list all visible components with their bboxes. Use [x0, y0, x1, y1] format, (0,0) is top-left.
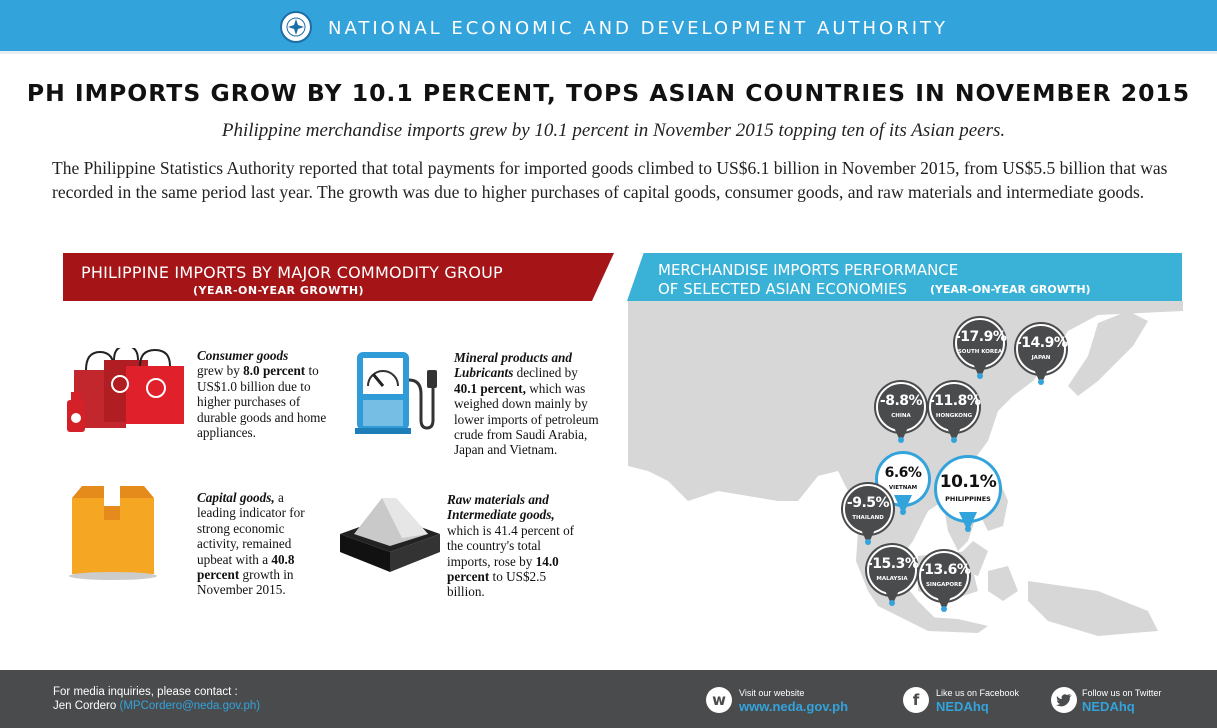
marker-dot — [941, 606, 947, 612]
marker-value: -11.8% — [929, 393, 981, 409]
marker-dot — [965, 526, 971, 532]
asia-section-header: MERCHANDISE IMPORTS PERFORMANCE OF SELEC… — [627, 253, 1182, 301]
org-name: NATIONAL ECONOMIC AND DEVELOPMENT AUTHOR… — [328, 18, 949, 39]
item-figure: 40.8 percent — [197, 551, 295, 583]
page-title: PH IMPORTS GROW BY 10.1 PERCENT, TOPS AS… — [26, 79, 1191, 107]
item-text: to US$2.5 billion. — [447, 569, 547, 600]
item-text: growth in November 2015. — [197, 567, 294, 598]
marker-tail — [859, 525, 877, 545]
marker-value: -15.3% — [867, 556, 919, 572]
marker-value: -8.8% — [879, 393, 923, 409]
marker-country: MALAYSIA — [876, 576, 908, 582]
marker-country: SOUTH KOREA — [957, 349, 1003, 355]
website-label: Visit our website — [739, 688, 805, 698]
marker-dot — [898, 437, 904, 443]
marker-country: SINGAPORE — [925, 582, 963, 588]
marker-country: THAILAND — [852, 515, 884, 521]
marker-value: -17.9% — [955, 329, 1007, 345]
marker-country: HONGKONG — [935, 413, 973, 419]
map-marker-china: -8.8% CHINA — [876, 382, 926, 444]
website-link[interactable]: www.neda.gov.ph — [739, 699, 849, 714]
marker-tail — [894, 495, 912, 515]
commodity-section-header: PHILIPPINE IMPORTS BY MAJOR COMMODITY GR… — [63, 253, 614, 301]
item-figure: 14.0 percent — [447, 553, 559, 585]
commodity-section-title: PHILIPPINE IMPORTS BY MAJOR COMMODITY GR… — [81, 263, 503, 282]
marker-value: -9.5% — [846, 495, 890, 511]
raw-materials-pile-icon — [336, 494, 444, 574]
map-marker-philippines: 10.1% PHILIPPINES — [937, 458, 999, 534]
marker-value: 10.1% — [939, 472, 997, 492]
marker-dot — [865, 539, 871, 545]
page-subtitle: Philippine merchandise imports grew by 1… — [221, 120, 1006, 141]
marker-tail — [959, 512, 977, 532]
marker-tail — [935, 592, 953, 612]
item-text: to US$1.0 billion due to higher purchase… — [197, 363, 327, 441]
item-text: grew by — [197, 363, 244, 379]
item-figure: 8.0 percent — [243, 363, 306, 379]
item-name: Capital goods, — [197, 490, 275, 505]
marker-dot — [889, 600, 895, 606]
marker-tail — [945, 423, 963, 443]
contact-email-link[interactable]: (MPCordero@neda.gov.ph) — [119, 700, 261, 712]
item-name: Consumer goods — [197, 348, 289, 363]
marker-tail — [1032, 365, 1050, 385]
marker-value: -13.6% — [919, 562, 971, 578]
facebook-link[interactable]: NEDAhq — [936, 699, 989, 714]
asia-section-title-line1: MERCHANDISE IMPORTS PERFORMANCE — [658, 261, 959, 279]
asia-section-subtitle: (YEAR-ON-YEAR GROWTH) — [930, 283, 1091, 296]
intro-paragraph: The Philippine Statistics Authority repo… — [52, 158, 1168, 202]
marker-dot — [977, 373, 983, 379]
fuel-pump-icon — [355, 350, 440, 435]
item-figure: 40.1 percent, — [454, 380, 526, 396]
capital-goods-desc: Capital goods, a leading indicator for s… — [197, 490, 322, 598]
item-text: a leading indicator for strong economic … — [197, 490, 305, 567]
twitter-label: Follow us on Twitter — [1082, 688, 1162, 698]
footer: For media inquiries, please contact : Je… — [0, 670, 1217, 728]
map-marker-singapore: -13.6% SINGAPORE — [919, 551, 971, 613]
map-marker-thailand: -9.5% THAILAND — [843, 484, 893, 546]
twitter-bird-icon[interactable] — [1051, 687, 1077, 713]
marker-country: JAPAN — [1031, 355, 1051, 361]
item-text: which was weighed down mainly by lower i… — [454, 380, 599, 458]
marker-value: 6.6% — [884, 465, 922, 481]
media-contact: Jen Cordero (MPCordero@neda.gov.ph) — [53, 700, 260, 712]
facebook-label: Like us on Facebook — [936, 688, 1020, 698]
marker-tail — [971, 359, 989, 379]
marker-country: CHINA — [891, 413, 911, 419]
map-marker-malaysia: -15.3% MALAYSIA — [867, 545, 919, 607]
item-name: Raw materials and Intermediate goods, — [447, 492, 555, 523]
box-icon — [68, 484, 158, 582]
twitter-link[interactable]: NEDAhq — [1082, 699, 1135, 714]
marker-dot — [1038, 379, 1044, 385]
item-text: which is 41.4 percent of the country's t… — [447, 522, 575, 569]
marker-country: PHILIPPINES — [945, 495, 991, 503]
contact-name: Jen Cordero — [53, 700, 120, 712]
marker-country: VIETNAM — [888, 485, 918, 491]
raw-materials-desc: Raw materials and Intermediate goods, wh… — [447, 492, 582, 600]
map-marker-hongkong: -11.8% HONGKONG — [929, 382, 981, 444]
neda-seal-icon — [280, 11, 312, 43]
shopping-bags-icon — [64, 344, 186, 434]
marker-tail — [883, 586, 901, 606]
marker-tail — [892, 423, 910, 443]
facebook-icon[interactable]: f — [903, 687, 929, 713]
map-marker-japan: -14.9% JAPAN — [1016, 324, 1068, 386]
media-contact-label: For media inquiries, please contact : — [53, 686, 238, 698]
commodity-section-subtitle: (YEAR-ON-YEAR GROWTH) — [193, 284, 365, 297]
web-w-icon[interactable]: w — [706, 687, 732, 713]
marker-dot — [900, 509, 906, 515]
asia-section-title-line2: OF SELECTED ASIAN ECONOMIES — [658, 280, 908, 298]
mineral-products-desc: Mineral products and Lubricants declined… — [454, 350, 604, 458]
consumer-goods-desc: Consumer goods grew by 8.0 percent to US… — [197, 348, 337, 440]
item-name: Mineral products and Lubricants — [454, 350, 572, 381]
item-text: declined by — [513, 365, 578, 381]
marker-dot — [951, 437, 957, 443]
header-bar: NATIONAL ECONOMIC AND DEVELOPMENT AUTHOR… — [0, 0, 1217, 54]
map-marker-south-korea: -17.9% SOUTH KOREA — [955, 318, 1007, 380]
marker-value: -14.9% — [1016, 335, 1068, 351]
